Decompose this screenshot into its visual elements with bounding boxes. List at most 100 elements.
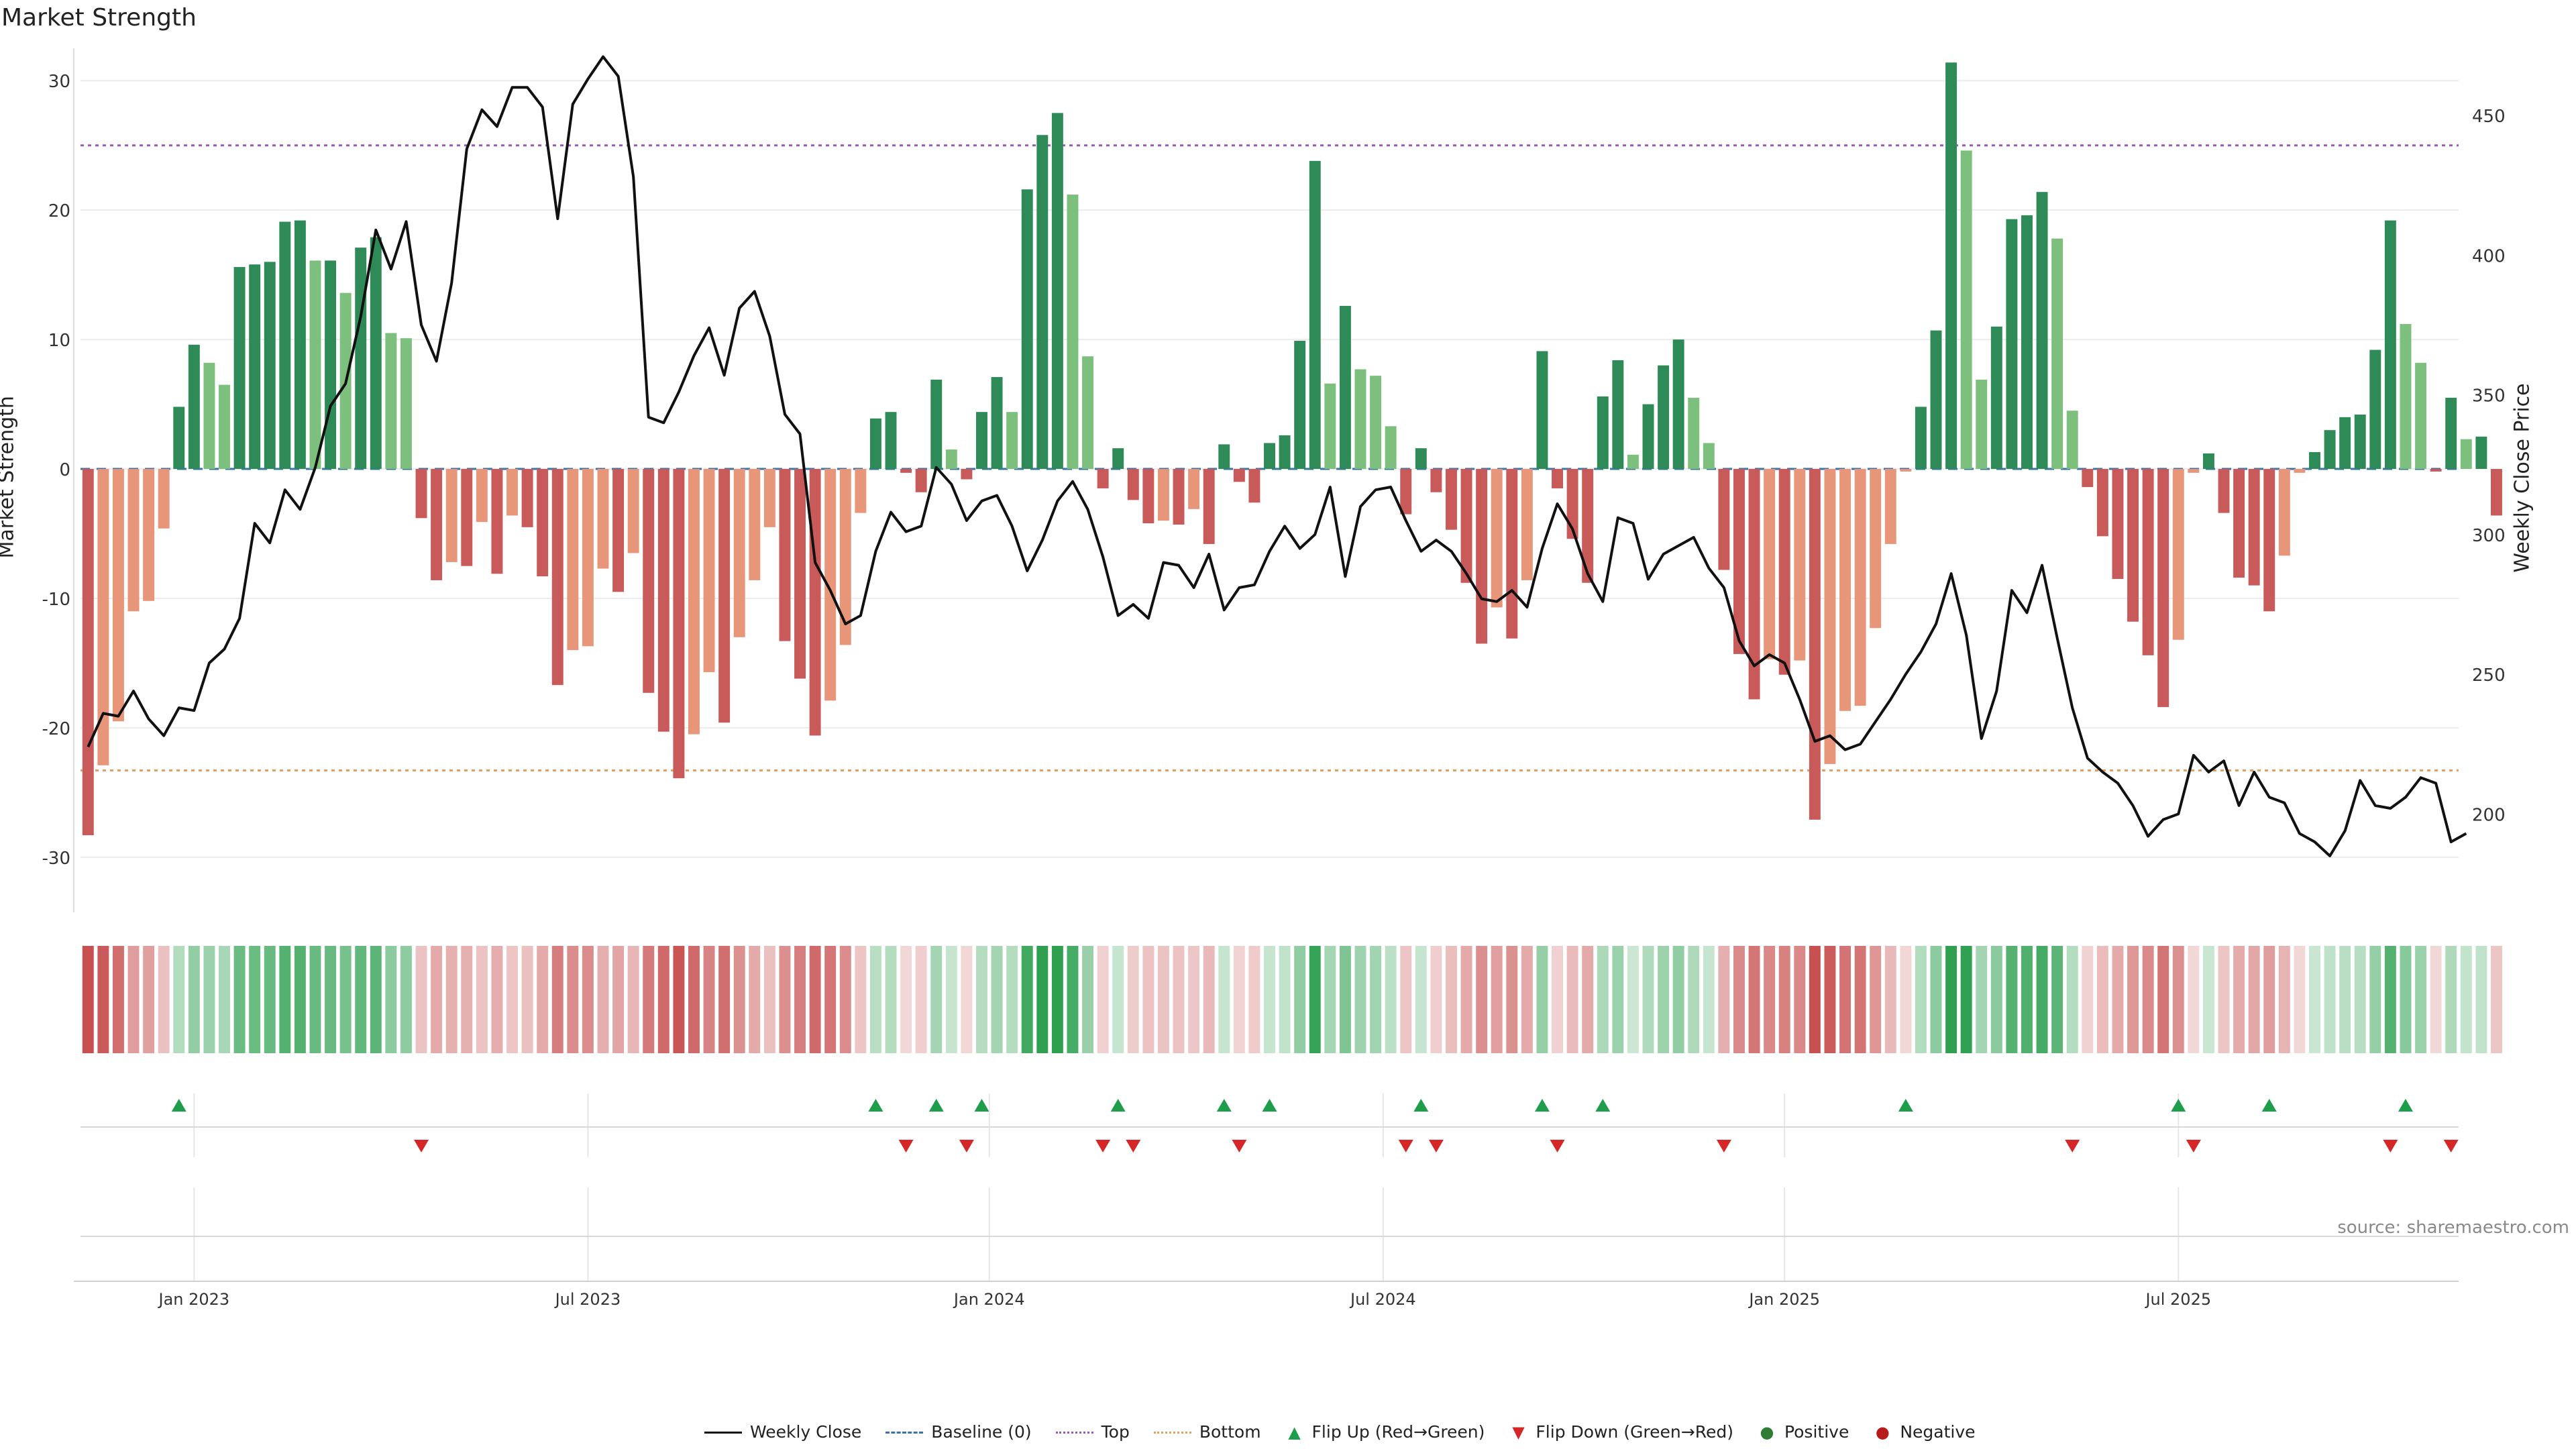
legend-negative: ● Negative (1873, 1422, 1976, 1442)
heat-cell (809, 946, 821, 1053)
strength-bar (1036, 135, 1049, 470)
heat-cell (2051, 946, 2063, 1053)
strength-bar (1051, 113, 1063, 470)
heat-cell (127, 946, 140, 1053)
strength-bar (82, 469, 94, 836)
strength-bar (627, 469, 639, 553)
strength-bar (355, 248, 367, 470)
heat-cell (612, 946, 625, 1053)
strength-bar (1990, 326, 2002, 470)
heat-cell (1778, 946, 1790, 1053)
strength-bar (945, 449, 957, 470)
strength-bar (1658, 365, 1670, 470)
strength-bar (1672, 339, 1684, 470)
heat-cell (188, 946, 200, 1053)
y-axis-label-right: Weekly Close Price (2510, 383, 2534, 573)
heat-cell (2460, 946, 2472, 1053)
heat-cell (1036, 946, 1049, 1053)
y-tick-label: 0 (59, 460, 70, 480)
heat-cell (491, 946, 503, 1053)
heat-cell (2369, 946, 2381, 1053)
heat-cell (2309, 946, 2320, 1053)
strength-bar (537, 469, 549, 577)
strength-bar (809, 469, 821, 736)
heat-cell (1264, 946, 1275, 1053)
strength-bars (82, 62, 2502, 836)
heat-cell (370, 946, 382, 1053)
heat-cell (2096, 946, 2108, 1053)
heat-cell (885, 946, 897, 1053)
x-tick-label: Jul 2023 (554, 1290, 621, 1309)
legend-bottom: Bottom (1153, 1422, 1261, 1442)
heat-cell (1627, 946, 1639, 1053)
heat-cell (1248, 946, 1260, 1053)
strength-bar (1839, 469, 1851, 711)
strength-bar (1157, 469, 1169, 521)
heat-cell (1006, 946, 1018, 1053)
flip-down-marker (1398, 1140, 1413, 1152)
strength-bar (2188, 469, 2200, 473)
legend-positive: ● Positive (1758, 1422, 1849, 1442)
strength-bar (1006, 412, 1018, 470)
strength-bar (824, 469, 837, 701)
legend-label: Baseline (0) (931, 1422, 1032, 1442)
flip-up-marker (1898, 1099, 1913, 1112)
strength-bar (643, 469, 655, 693)
heat-cell (900, 946, 912, 1053)
strength-bar (2415, 362, 2427, 470)
strength-bar (567, 469, 579, 651)
heat-cell (567, 946, 579, 1053)
heat-cell (688, 946, 700, 1053)
heat-cell (1884, 946, 1896, 1053)
heat-cell (476, 946, 488, 1053)
legend-baseline: Baseline (0) (885, 1422, 1032, 1442)
strength-bar (1264, 443, 1275, 470)
strength-bar (2278, 469, 2290, 556)
heat-cell (1491, 946, 1503, 1053)
heat-cell (794, 946, 806, 1053)
flip-up-marker (928, 1099, 944, 1112)
strength-bar (1945, 62, 1957, 470)
heat-cell (219, 946, 230, 1053)
dot-icon: ● (1875, 1422, 1890, 1442)
flip-up-marker (1595, 1099, 1611, 1112)
strength-bar (385, 333, 397, 470)
strength-bar (1067, 195, 1079, 470)
strength-bar (279, 221, 291, 470)
strength-bar (309, 260, 321, 470)
strength-bar (1552, 469, 1563, 488)
strength-bar (203, 362, 215, 470)
strength-bar (461, 469, 473, 566)
heat-cell (673, 946, 685, 1053)
strength-bar (2142, 469, 2154, 655)
heat-cell (355, 946, 367, 1053)
heat-cell (1688, 946, 1700, 1053)
flip-down-marker (1550, 1140, 1565, 1152)
heat-cell (2294, 946, 2306, 1053)
strength-bar (1476, 469, 1488, 644)
strength-bar (97, 469, 109, 765)
heat-cell (1733, 946, 1745, 1053)
strength-bar (794, 469, 806, 679)
heat-cell (1566, 946, 1578, 1053)
heat-cell (1870, 946, 1882, 1053)
heat-cell (2127, 946, 2139, 1053)
strength-bar (1233, 469, 1245, 482)
strength-bar (431, 469, 443, 580)
strength-bar (2430, 469, 2442, 472)
strength-bar (1764, 469, 1776, 659)
heat-cell (1642, 946, 1654, 1053)
triangle-down-icon: ▼ (1512, 1422, 1525, 1442)
strength-bar (688, 469, 700, 735)
heat-cell (537, 946, 549, 1053)
heat-cell (1127, 946, 1139, 1053)
heat-cell (915, 946, 927, 1053)
heat-cell (2142, 946, 2154, 1053)
heat-cell (855, 946, 867, 1053)
strength-bar (900, 469, 912, 473)
heat-cell (385, 946, 397, 1053)
strength-bar (400, 338, 412, 470)
strength-bar (1582, 469, 1594, 583)
strength-bar (2475, 436, 2487, 470)
triangle-up-icon: ▲ (1288, 1422, 1301, 1442)
